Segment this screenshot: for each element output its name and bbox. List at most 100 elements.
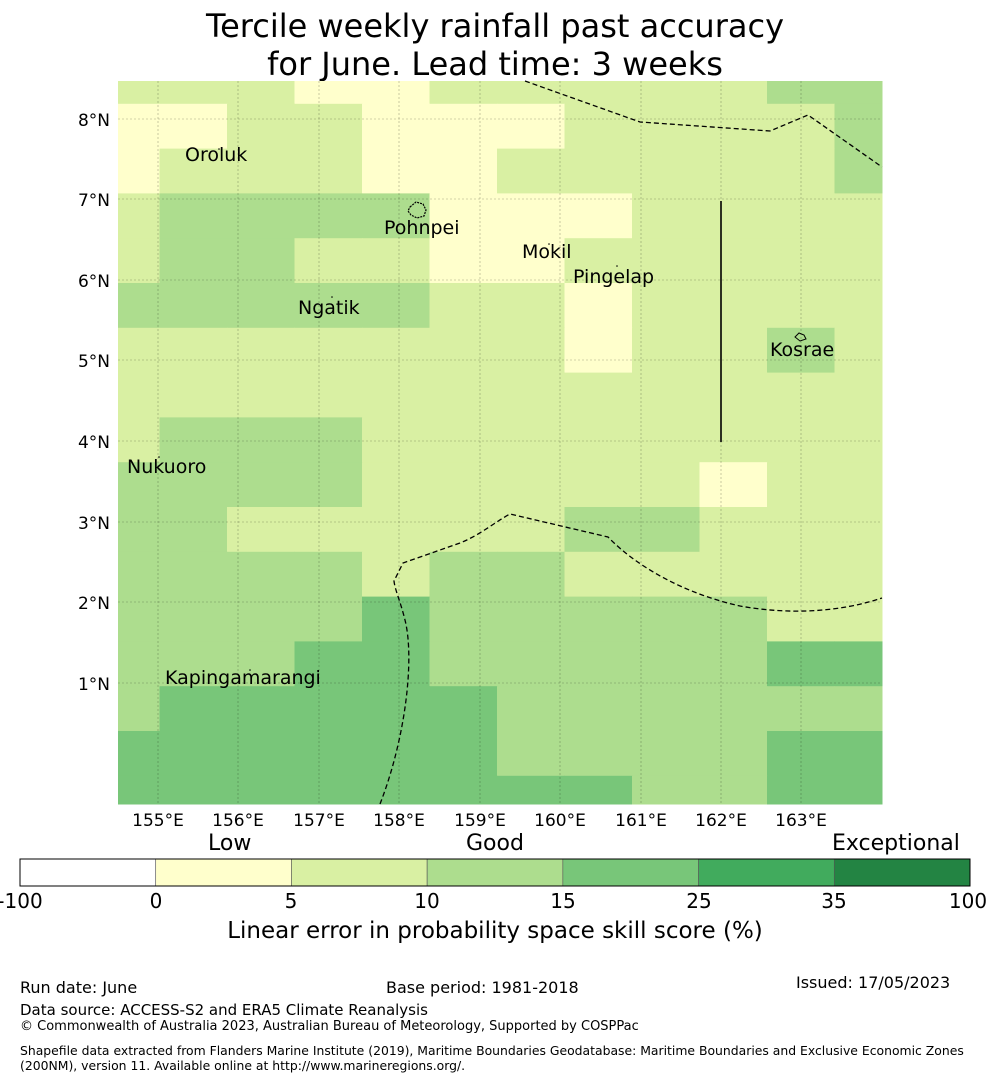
grid-cell <box>159 641 228 687</box>
colorbar-tick: 25 <box>686 889 712 913</box>
grid-cell <box>159 238 228 284</box>
lat-tick-label: 8°N <box>78 111 110 131</box>
grid-cell <box>497 641 565 687</box>
grid-cell <box>227 551 295 598</box>
grid-cell <box>632 103 700 150</box>
grid-cell <box>564 551 633 598</box>
grid-cell <box>497 731 565 777</box>
grid-cell <box>497 283 565 329</box>
grid-cell <box>429 641 498 687</box>
island-dot <box>548 243 550 245</box>
lon-tick-label: 161°E <box>615 811 667 831</box>
grid-cell <box>834 148 883 194</box>
grid-cell <box>767 686 835 732</box>
grid-cell <box>294 641 363 687</box>
place-label-nukuoro: Nukuoro <box>127 456 206 478</box>
run-date: Run date: June <box>20 978 138 997</box>
colorbar <box>19 858 971 887</box>
grid-cell <box>429 148 498 194</box>
grid-cell <box>564 238 633 284</box>
grid-cell <box>564 596 633 642</box>
grid-cell <box>227 81 295 105</box>
grid-cell <box>767 193 835 239</box>
grid-cell <box>834 551 883 598</box>
grid-cell <box>227 238 295 284</box>
grid-cell <box>834 417 883 463</box>
grid-cell <box>497 327 565 374</box>
base-period: Base period: 1981-2018 <box>386 978 579 997</box>
grid-cell <box>699 596 768 642</box>
grid-cell <box>294 283 363 329</box>
colorbar-segment <box>291 858 428 887</box>
grid-cell <box>429 417 498 463</box>
island-dot <box>616 265 618 267</box>
grid-cell <box>632 81 700 105</box>
grid-cell <box>227 686 295 732</box>
grid-cell <box>699 238 768 284</box>
grid-cell <box>362 641 430 687</box>
grid-cell <box>429 238 498 284</box>
place-label-kapingamarangi: Kapingamarangi <box>165 667 321 689</box>
grid-cell <box>294 462 363 508</box>
grid-cell <box>699 686 768 732</box>
grid-cell <box>429 686 498 732</box>
grid-cell <box>362 81 430 105</box>
colorbar-segment <box>155 858 292 887</box>
grid-cell <box>429 596 498 642</box>
category-good-label: Good <box>466 831 524 856</box>
grid-cell <box>632 731 700 777</box>
grid-cell <box>294 731 363 777</box>
colorbar-segment <box>698 858 835 887</box>
lat-tick-label: 2°N <box>78 594 110 614</box>
grid-cell <box>118 417 160 463</box>
colorbar-tick: 0 <box>149 889 163 913</box>
grid-cell <box>767 462 835 508</box>
grid-cell <box>227 103 295 150</box>
grid-cell <box>564 731 633 777</box>
grid-cell <box>834 641 883 687</box>
grid-cell <box>429 327 498 374</box>
grid-cell <box>564 686 633 732</box>
grid-cell <box>429 283 498 329</box>
grid-cell <box>699 372 768 418</box>
grid-cell <box>632 372 700 418</box>
lon-tick-label: 163°E <box>775 811 827 831</box>
grid-cell <box>767 641 835 687</box>
grid-cell <box>429 81 498 105</box>
grid-cell <box>834 372 883 418</box>
grid-cell <box>767 731 835 777</box>
grid-cell <box>632 148 700 194</box>
place-label-kosrae: Kosrae <box>770 339 834 361</box>
grid-cell <box>632 462 700 508</box>
grid-cell <box>227 148 295 194</box>
grid-cell <box>227 507 295 553</box>
grid-cell <box>294 148 363 194</box>
grid-cell <box>632 641 700 687</box>
grid-cell <box>632 686 700 732</box>
colorbar-segment <box>833 858 971 887</box>
grid-cell <box>497 417 565 463</box>
place-label-ngatik: Ngatik <box>298 297 360 319</box>
grid-cell <box>699 103 768 150</box>
grid-cell <box>159 417 228 463</box>
grid-cell <box>699 775 768 805</box>
lon-tick-label: 160°E <box>534 811 586 831</box>
colorbar-tick: 100 <box>948 889 988 913</box>
grid-cell <box>429 193 498 239</box>
grid-cell <box>699 462 768 508</box>
grid-cell <box>227 731 295 777</box>
grid-cell <box>118 283 160 329</box>
grid-cell <box>362 103 430 150</box>
grid-cell <box>497 103 565 150</box>
map-title-line1: Tercile weekly rainfall past accuracy <box>205 7 784 45</box>
grid-cell <box>227 775 295 805</box>
grid-cell <box>294 238 363 284</box>
grid-cell <box>564 283 633 329</box>
grid-cell <box>118 686 160 732</box>
map-title-line2: for June. Lead time: 3 weeks <box>267 45 723 83</box>
grid-cell <box>497 686 565 732</box>
grid-cell <box>159 731 228 777</box>
grid-cell <box>159 507 228 553</box>
grid-cell <box>497 81 565 105</box>
grid-cell <box>429 775 498 805</box>
